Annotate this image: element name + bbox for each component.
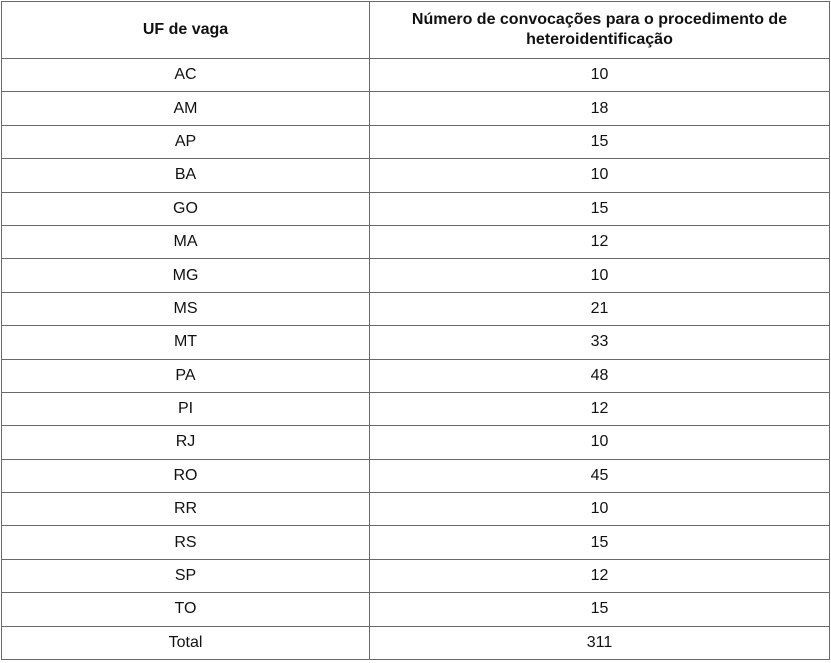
count-cell: 15 [369, 525, 830, 560]
uf-cell: PA [1, 358, 370, 393]
uf-cell: AC [1, 57, 370, 93]
table-row: PI 12 [1, 391, 830, 427]
total-row: Total 311 [1, 625, 830, 661]
uf-cell: RJ [1, 425, 370, 460]
header-count: Número de convocações para o procediment… [369, 1, 830, 59]
count-cell: 10 [369, 425, 830, 460]
table-footer: Total 311 [1, 625, 830, 661]
count-cell: 12 [369, 391, 830, 427]
count-cell: 21 [369, 291, 830, 327]
table-header: UF de vaga Número de convocações para o … [1, 1, 830, 59]
uf-cell: MS [1, 291, 370, 327]
uf-cell: BA [1, 158, 370, 193]
count-cell: 45 [369, 458, 830, 494]
count-cell: 10 [369, 57, 830, 93]
count-cell: 48 [369, 358, 830, 393]
uf-cell: RS [1, 525, 370, 560]
uf-cell: RO [1, 458, 370, 494]
table-row: BA 10 [1, 158, 830, 193]
uf-cell: AM [1, 91, 370, 126]
uf-cell: AP [1, 124, 370, 160]
table-row: GO 15 [1, 191, 830, 226]
count-cell: 10 [369, 492, 830, 527]
count-cell: 12 [369, 558, 830, 594]
table-row: AM 18 [1, 91, 830, 126]
count-cell: 15 [369, 124, 830, 160]
table-row: MG 10 [1, 258, 830, 293]
count-cell: 33 [369, 325, 830, 360]
count-cell: 12 [369, 224, 830, 260]
uf-cell: MG [1, 258, 370, 293]
table-row: MT 33 [1, 325, 830, 360]
table-row: TO 15 [1, 592, 830, 627]
uf-cell: MT [1, 325, 370, 360]
total-count: 311 [369, 625, 830, 661]
table-row: MA 12 [1, 224, 830, 260]
count-cell: 15 [369, 191, 830, 226]
table-row: SP 12 [1, 558, 830, 594]
table-row: RJ 10 [1, 425, 830, 460]
table-row: AP 15 [1, 124, 830, 160]
table-row: RS 15 [1, 525, 830, 560]
count-cell: 10 [369, 258, 830, 293]
uf-cell: MA [1, 224, 370, 260]
uf-cell: RR [1, 492, 370, 527]
table-row: AC 10 [1, 57, 830, 93]
header-row: UF de vaga Número de convocações para o … [1, 1, 830, 59]
uf-cell: PI [1, 391, 370, 427]
uf-cell: TO [1, 592, 370, 627]
count-cell: 10 [369, 158, 830, 193]
uf-cell: GO [1, 191, 370, 226]
table-row: RO 45 [1, 458, 830, 494]
table-row: MS 21 [1, 291, 830, 327]
uf-cell: SP [1, 558, 370, 594]
table-body: AC 10 AM 18 AP 15 BA 10 GO 15 MA 12 MG 10 MS 21 MT 33 PA 48… [1, 57, 830, 627]
table-row: RR 10 [1, 492, 830, 527]
count-cell: 15 [369, 592, 830, 627]
table-row: PA 48 [1, 358, 830, 393]
header-uf: UF de vaga [1, 1, 370, 59]
count-cell: 18 [369, 91, 830, 126]
total-label: Total [1, 625, 370, 661]
